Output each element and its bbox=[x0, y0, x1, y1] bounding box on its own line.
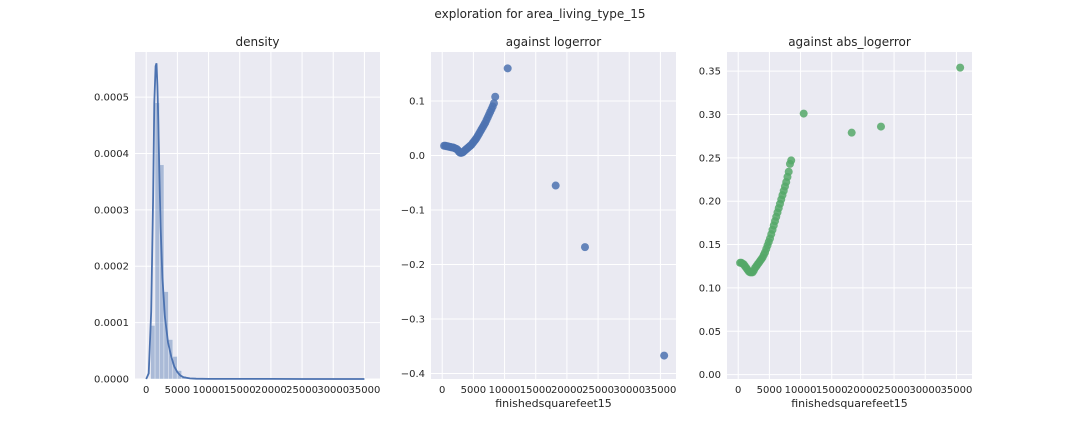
y-tick-label: 0.30 bbox=[699, 110, 721, 121]
y-tick-label: 0.0002 bbox=[94, 262, 129, 273]
histogram-bar bbox=[163, 291, 169, 380]
x-tick-label: 25000 bbox=[878, 385, 910, 396]
y-tick-label: 0.1 bbox=[409, 97, 425, 108]
x-tick-label: 0 bbox=[735, 385, 741, 396]
y-tick-label: 0.0004 bbox=[94, 149, 129, 160]
y-tick-label: 0.10 bbox=[699, 283, 721, 294]
x-tick-label: 0 bbox=[439, 385, 445, 396]
x-tick-label: 30000 bbox=[613, 385, 645, 396]
plot-area bbox=[135, 52, 380, 379]
scatter-point bbox=[876, 122, 885, 131]
scatter-point bbox=[580, 243, 589, 252]
x-tick-label: 35000 bbox=[349, 385, 381, 396]
x-tick-label: 10000 bbox=[785, 385, 817, 396]
scatter-point bbox=[799, 109, 808, 118]
scatter-point bbox=[491, 92, 500, 101]
y-tick-label: −0.3 bbox=[401, 315, 425, 326]
y-tick-label: 0.0001 bbox=[94, 318, 129, 329]
figure-suptitle: exploration for area_living_type_15 bbox=[434, 7, 645, 21]
y-tick-label: 0.15 bbox=[699, 240, 721, 251]
y-tick-label: 0.0000 bbox=[94, 375, 129, 386]
y-tick-label: 0.35 bbox=[699, 67, 721, 78]
y-tick-label: −0.1 bbox=[401, 206, 425, 217]
y-tick-label: 0.05 bbox=[699, 327, 721, 338]
x-tick-label: 10000 bbox=[489, 385, 521, 396]
kde-line bbox=[145, 63, 365, 380]
x-tick-label: 15000 bbox=[816, 385, 848, 396]
x-tick-label: 30000 bbox=[909, 385, 941, 396]
subplot-title: against abs_logerror bbox=[788, 35, 911, 49]
subplot-3: 0 5000 10000 15000 20000 25000 30000 35000 0.00 0… bbox=[699, 35, 973, 410]
y-tick-label: 0.00 bbox=[699, 370, 721, 381]
x-tick-label: 0 bbox=[143, 385, 149, 396]
subplot-2: 0 5000 10000 15000 20000 25000 30000 35000 −0.4 −… bbox=[401, 35, 677, 410]
scatter-point bbox=[489, 99, 498, 108]
scatter-point bbox=[503, 64, 512, 73]
x-tick-label: 5000 bbox=[757, 385, 782, 396]
histogram-bar bbox=[150, 325, 156, 380]
x-tick-label: 5000 bbox=[165, 385, 190, 396]
x-tick-label: 10000 bbox=[193, 385, 225, 396]
x-axis-label: finishedsquarefeet15 bbox=[495, 397, 612, 410]
subplot-title: against logerror bbox=[506, 35, 601, 49]
x-tick-label: 20000 bbox=[551, 385, 583, 396]
x-tick-label: 25000 bbox=[286, 385, 318, 396]
x-tick-label: 35000 bbox=[941, 385, 973, 396]
y-tick-label: 0.0 bbox=[409, 151, 425, 162]
subplots: 0 5000 10000 15000 20000 25000 30000 350000.000… bbox=[94, 35, 972, 410]
x-tick-label: 20000 bbox=[255, 385, 287, 396]
y-tick-label: −0.2 bbox=[401, 260, 425, 271]
x-tick-label: 15000 bbox=[520, 385, 552, 396]
x-tick-label: 15000 bbox=[224, 385, 256, 396]
y-tick-label: 0.0003 bbox=[94, 205, 129, 216]
subplot-title: density bbox=[236, 35, 280, 49]
plot-area bbox=[431, 52, 676, 379]
y-tick-label: 0.20 bbox=[699, 197, 721, 208]
x-axis-label: finishedsquarefeet15 bbox=[791, 397, 908, 410]
x-tick-label: 20000 bbox=[847, 385, 879, 396]
scatter-point bbox=[551, 181, 560, 190]
y-tick-label: −0.4 bbox=[401, 369, 425, 380]
x-tick-label: 30000 bbox=[317, 385, 349, 396]
subplot-1: 0 5000 10000 15000 20000 25000 30000 35000 0.000… bbox=[94, 35, 380, 396]
y-tick-label: 0.25 bbox=[699, 153, 721, 164]
scatter-point bbox=[784, 167, 793, 176]
scatter-point bbox=[660, 351, 669, 360]
x-tick-label: 35000 bbox=[645, 385, 677, 396]
scatter-point bbox=[956, 63, 965, 72]
plot-area bbox=[727, 52, 972, 379]
scatter-point bbox=[847, 128, 856, 137]
x-tick-label: 5000 bbox=[461, 385, 486, 396]
y-tick-label: 0.0005 bbox=[94, 93, 129, 104]
x-tick-label: 25000 bbox=[582, 385, 614, 396]
scatter-point bbox=[787, 156, 796, 165]
